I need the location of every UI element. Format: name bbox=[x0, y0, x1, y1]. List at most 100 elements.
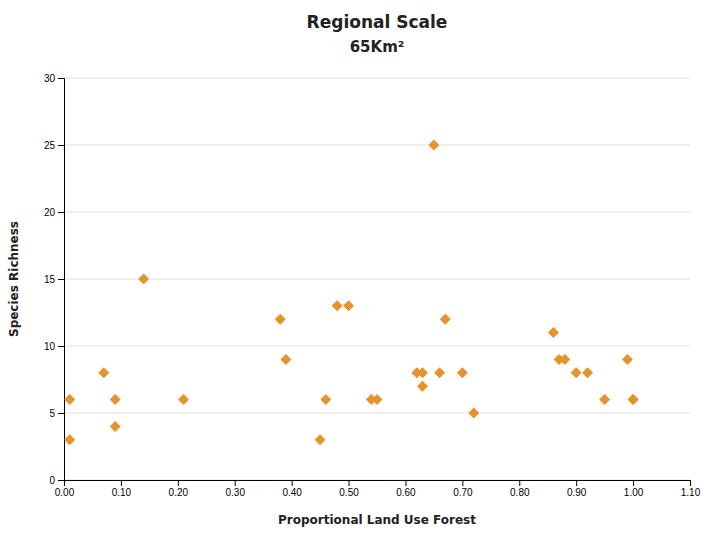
x-tick: 0.20 bbox=[169, 480, 189, 498]
chart: 0.00 0.10 0.20 0.30 0.40 0.50 0.60 0.70 0.80 0.90… bbox=[0, 0, 720, 540]
point bbox=[434, 367, 445, 378]
y-tick-mark bbox=[58, 279, 64, 280]
y-tick-label: 30 bbox=[44, 73, 56, 84]
point bbox=[417, 367, 428, 378]
grid-line bbox=[64, 413, 690, 414]
point bbox=[138, 274, 149, 285]
y-tick-mark bbox=[58, 480, 64, 481]
y-tick: 20 bbox=[44, 207, 64, 218]
point bbox=[628, 394, 639, 405]
x-tick-mark bbox=[235, 480, 236, 486]
point bbox=[110, 421, 121, 432]
y-tick-mark bbox=[58, 346, 64, 347]
x-tick-mark bbox=[292, 480, 293, 486]
point bbox=[622, 354, 633, 365]
y-tick-label: 0 bbox=[49, 475, 55, 486]
x-tick-mark bbox=[405, 480, 406, 486]
x-tick: 0.70 bbox=[453, 480, 473, 498]
point bbox=[280, 354, 291, 365]
y-tick-mark bbox=[58, 145, 64, 146]
x-tick-label: 0.50 bbox=[339, 487, 359, 498]
point bbox=[440, 314, 451, 325]
x-tick: 0.30 bbox=[225, 480, 245, 498]
points bbox=[64, 140, 638, 446]
point bbox=[457, 367, 468, 378]
x-tick: 0.60 bbox=[396, 480, 416, 498]
point bbox=[571, 367, 582, 378]
x-axis: 0.00 0.10 0.20 0.30 0.40 0.50 0.60 0.70 0.80 0.90… bbox=[55, 480, 701, 498]
x-tick-label: 1.00 bbox=[624, 487, 644, 498]
y-tick-label: 10 bbox=[44, 341, 56, 352]
grid-line bbox=[64, 212, 690, 213]
x-tick-label: 0.60 bbox=[396, 487, 416, 498]
x-axis-title: Proportional Land Use Forest bbox=[278, 513, 476, 527]
x-tick: 1.00 bbox=[624, 480, 644, 498]
point bbox=[64, 434, 75, 445]
plot: 0.00 0.10 0.20 0.30 0.40 0.50 0.60 0.70 0.80 0.90… bbox=[44, 73, 701, 498]
y-tick-label: 15 bbox=[44, 274, 56, 285]
grid-line bbox=[64, 78, 690, 79]
point bbox=[428, 140, 439, 151]
x-axis-line bbox=[65, 481, 691, 487]
point bbox=[98, 367, 109, 378]
point bbox=[548, 327, 559, 338]
x-tick: 0.50 bbox=[339, 480, 359, 498]
x-tick-label: 1.10 bbox=[681, 487, 701, 498]
x-tick-label: 0.40 bbox=[282, 487, 302, 498]
y-tick: 5 bbox=[49, 408, 64, 419]
y-axis-title: Species Richness bbox=[7, 221, 21, 337]
point bbox=[275, 314, 286, 325]
x-tick: 0.10 bbox=[112, 480, 132, 498]
x-tick: 1.10 bbox=[681, 480, 701, 498]
title: Regional Scale bbox=[307, 12, 448, 32]
point bbox=[110, 394, 121, 405]
point bbox=[332, 300, 343, 311]
x-tick-label: 0.10 bbox=[112, 487, 132, 498]
y-tick-mark bbox=[58, 212, 64, 213]
y-tick: 30 bbox=[44, 73, 64, 84]
point bbox=[64, 394, 75, 405]
point bbox=[599, 394, 610, 405]
y-tick: 15 bbox=[44, 274, 64, 285]
x-tick-label: 0.90 bbox=[567, 487, 587, 498]
point bbox=[468, 408, 479, 419]
x-tick-mark bbox=[633, 480, 634, 486]
x-tick-label: 0.80 bbox=[510, 487, 530, 498]
x-tick: 0.80 bbox=[510, 480, 530, 498]
x-tick-mark bbox=[178, 480, 179, 486]
y-tick: 25 bbox=[44, 140, 64, 151]
x-tick-mark bbox=[121, 480, 122, 486]
x-tick-label: 0.70 bbox=[453, 487, 473, 498]
y-tick-label: 20 bbox=[44, 207, 56, 218]
x-tick-label: 0.20 bbox=[169, 487, 189, 498]
y-axis-line bbox=[58, 79, 65, 481]
y-axis: 0 5 10 15 20 25 30 bbox=[44, 73, 65, 486]
x-tick-mark bbox=[690, 480, 691, 486]
grid-line bbox=[64, 279, 690, 280]
x-tick: 0.40 bbox=[282, 480, 302, 498]
grid-line bbox=[64, 346, 690, 347]
y-tick-mark bbox=[58, 413, 64, 414]
subtitle: 65Km² bbox=[350, 38, 405, 56]
x-tick-mark bbox=[576, 480, 577, 486]
x-tick-mark bbox=[349, 480, 350, 486]
point bbox=[315, 434, 326, 445]
point bbox=[320, 394, 331, 405]
x-tick: 0.00 bbox=[55, 480, 75, 498]
x-tick-mark bbox=[519, 480, 520, 486]
x-tick: 0.90 bbox=[567, 480, 587, 498]
y-tick: 0 bbox=[49, 475, 64, 486]
y-tick-label: 25 bbox=[44, 140, 56, 151]
grid bbox=[64, 78, 690, 480]
point bbox=[372, 394, 383, 405]
point bbox=[582, 367, 593, 378]
point bbox=[178, 394, 189, 405]
grid-line bbox=[64, 145, 690, 146]
x-tick-mark bbox=[462, 480, 463, 486]
y-tick-label: 5 bbox=[49, 408, 55, 419]
point bbox=[417, 381, 428, 392]
point bbox=[343, 300, 354, 311]
x-tick-label: 0.30 bbox=[225, 487, 245, 498]
x-tick-label: 0.00 bbox=[55, 487, 75, 498]
point bbox=[628, 394, 639, 405]
